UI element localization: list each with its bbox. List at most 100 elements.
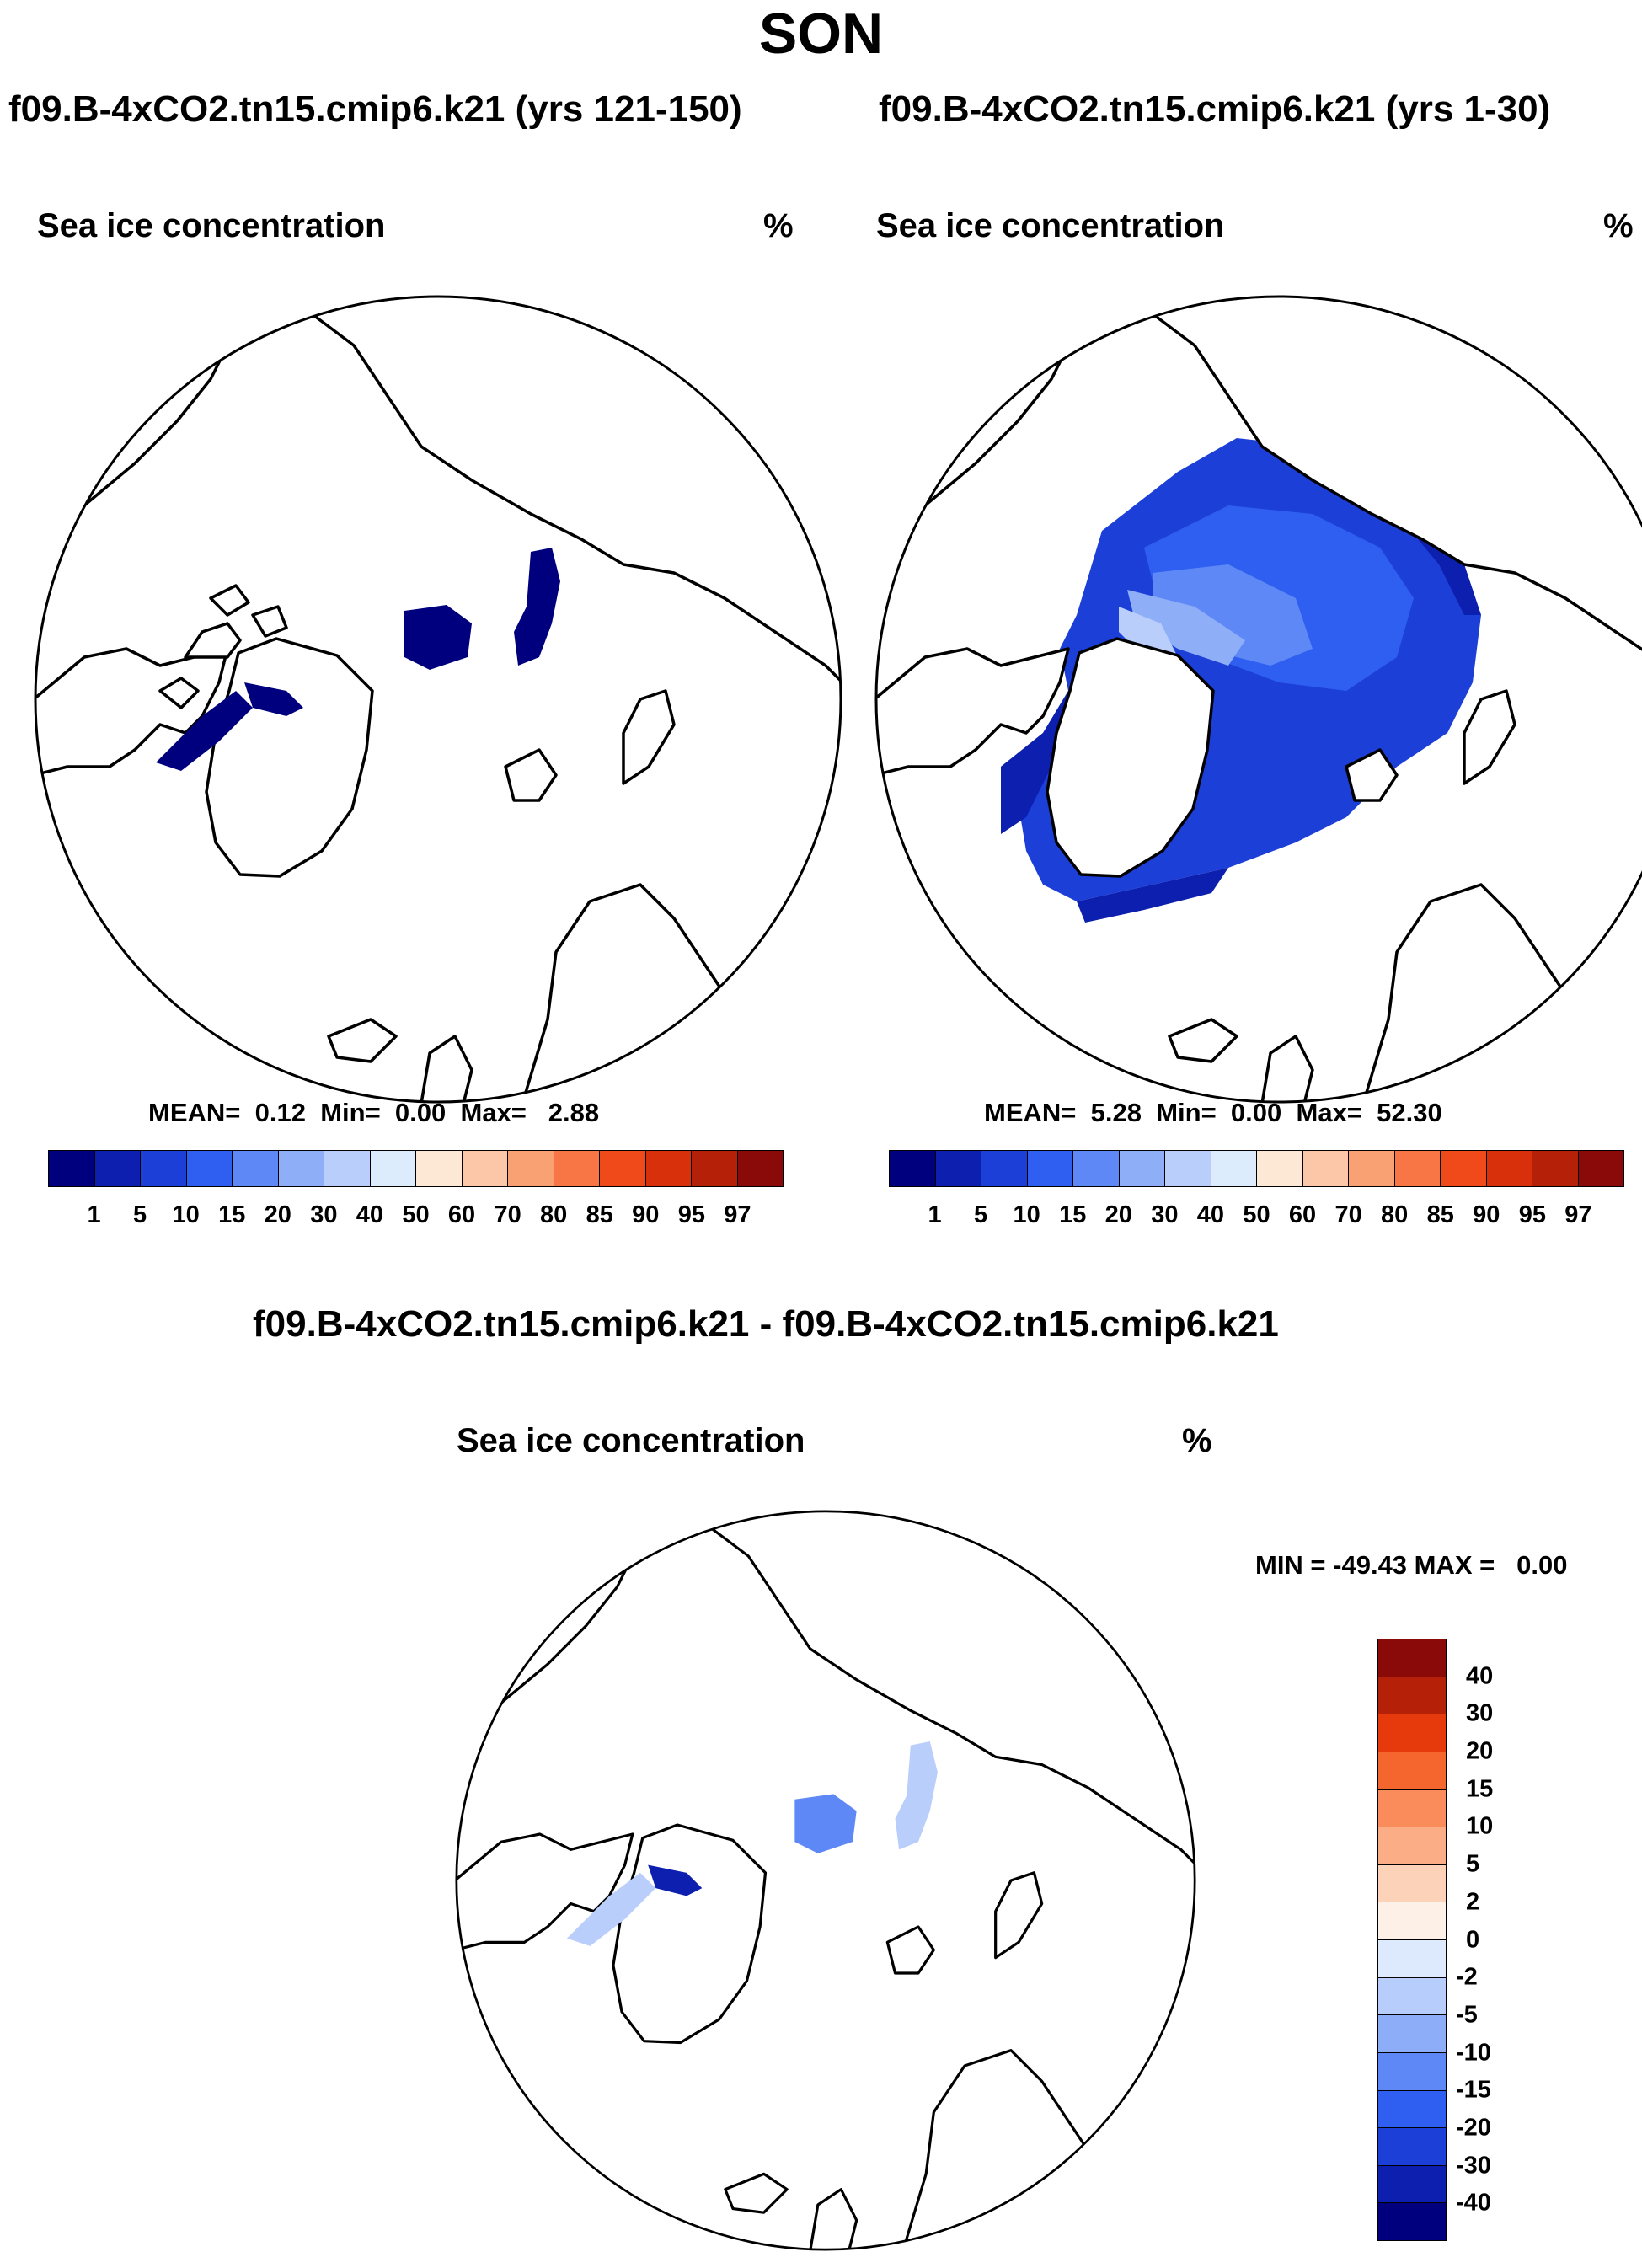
panel2-colorbar-swatch [1119,1151,1165,1186]
iceland-outline [724,2172,789,2214]
diff-colorbar-tick-label: -5 [1456,2001,1478,2029]
novaya-zemlya-outline [1463,689,1516,785]
panel2-colorbar-tick-label: 85 [1426,1201,1454,1228]
panel2-colorbar-tick-label: 10 [1013,1201,1040,1228]
panel2-colorbar-tick-label: 50 [1243,1201,1270,1228]
diff-central-patch [794,1794,857,1853]
diff-baffin [566,1872,656,1946]
panel2-colorbar-tick-label: 40 [1196,1201,1225,1228]
panel1-colorbar-tick-label: 90 [632,1201,660,1228]
british-isles-outline [1260,1035,1314,1102]
panel2-colorbar-swatch [1578,1151,1623,1186]
panel2-map [874,295,1642,1104]
panel1-colorbar-swatch [692,1151,738,1186]
panel1-colorbar-tick-label: 85 [586,1201,613,1228]
panel2-colorbar-tick-label: 15 [1059,1201,1087,1228]
panel2-colorbar-swatch [1441,1151,1487,1186]
diff-title: f09.B-4xCO2.tn15.cmip6.k21 - f09.B-4xCO2… [253,1303,1279,1345]
svalbard-outline [1345,748,1399,802]
panel1-colorbar-swatch [324,1151,371,1186]
diff-siberia [895,1741,938,1850]
diff-colorbar-swatch [1378,1902,1446,1940]
panel2-colorbar-tick-label: 80 [1381,1201,1409,1228]
panel2-stats: MEAN= 5.28 Min= 0.00 Max= 52.30 [984,1098,1442,1127]
canada-coast [876,647,1070,777]
panel1-colorbar-tick-label: 10 [172,1201,200,1228]
diff-colorbar-tick-label: 40 [1466,1662,1494,1690]
diff-colorbar-swatch [1378,1827,1446,1865]
panel2-colorbar-tick-label: 60 [1288,1201,1317,1228]
panel1-colorbar-swatch [278,1151,324,1186]
panel2-variable-label: Sea ice concentration [876,207,1225,244]
diff-colorbar-swatch [1378,1752,1446,1790]
panel2-colorbar-ticks: 1 5 10 15 20 30 40 50 60 70 80 85 90 95 97 [889,1201,1624,1228]
diff-colorbar-tick-label: -20 [1456,2114,1491,2142]
panel2-colorbar-tick-label: 70 [1334,1201,1362,1228]
panel1-colorbar [48,1150,784,1187]
panel2-colorbar-swatch [1486,1151,1532,1186]
diff-colorbar-tick-label: 2 [1466,1888,1480,1916]
panel1-colorbar-swatch [600,1151,646,1186]
panel1-colorbar-tick-label: 80 [540,1201,568,1228]
panel1-colorbar-tick-label: 95 [677,1201,706,1228]
diff-colorbar-ticks: 40 30 20 15 10 5 2 0 -2 -5 -10 -15 -20 -30 -40 [1456,1639,1567,2241]
diff-colorbar-tick-label: 0 [1466,1926,1480,1953]
panel2-units-label: % [1603,207,1634,244]
diff-colorbar-swatch [1378,2128,1446,2166]
panel2-colorbar-swatch [890,1151,936,1186]
panel1-ice-siberia [514,548,560,666]
panel2-colorbar-swatch [1165,1151,1211,1186]
diff-colorbar-swatch [1378,1977,1446,2016]
panel1-colorbar-tick-label: 60 [447,1201,476,1228]
diff-colorbar-tick-label: -2 [1456,1963,1478,1991]
panel2-colorbar-swatch [1257,1151,1303,1186]
canada-coast [456,1832,634,1952]
panel1-colorbar-swatch [508,1151,554,1186]
panel1-colorbar-swatch [370,1151,416,1186]
panel2-colorbar-swatch [1394,1151,1441,1186]
panel2-colorbar-tick-label: 5 [974,1201,988,1228]
panel2-colorbar-swatch [1073,1151,1120,1186]
greenland-outline [1046,637,1215,878]
diff-colorbar-swatch [1378,2203,1446,2240]
diff-colorbar-tick-label: 15 [1466,1775,1494,1803]
diff-colorbar-tick-label: 10 [1466,1812,1494,1840]
panel1-colorbar-tick-label: 15 [218,1201,246,1228]
diff-colorbar-tick-label: 30 [1466,1699,1494,1727]
panel2-colorbar-tick-label: 1 [928,1201,942,1228]
diff-colorbar-swatch [1378,2165,1446,2204]
panel2-ice-lightest [1127,590,1245,666]
panel1-colorbar-swatch [462,1151,508,1186]
svalbard-outline [504,748,558,802]
panel2-colorbar-swatch [1302,1151,1349,1186]
panel2-title: f09.B-4xCO2.tn15.cmip6.k21 (yrs 1-30) [879,88,1551,130]
diff-colorbar-tick-label: 20 [1466,1737,1494,1765]
panel1-ice-central [404,605,472,670]
svalbard-outline [885,1925,935,1975]
diff-colorbar-swatch [1378,1639,1446,1677]
diff-units-label: % [1182,1422,1212,1459]
diff-colorbar-swatch [1378,1789,1446,1828]
novaya-zemlya-outline [622,689,676,785]
panel1-stats: MEAN= 0.12 Min= 0.00 Max= 2.88 [148,1098,600,1127]
british-isles-outline [420,1035,473,1102]
panel1-ice-baffin [156,691,253,771]
panel1-colorbar-swatch [94,1151,141,1186]
panel1-ice-nares [244,682,303,716]
diff-colorbar-tick-label: -10 [1456,2039,1491,2067]
panel1-map [34,295,842,1104]
canadian-archipelago [158,584,288,709]
diff-minmax: MIN = -49.43 MAX = 0.00 [1255,1550,1568,1580]
diff-colorbar-swatch [1378,2090,1446,2129]
diff-colorbar-swatch [1378,1677,1446,1715]
panel1-units-label: % [763,207,794,244]
panel2-colorbar-swatch [935,1151,981,1186]
figure-title: SON [758,2,884,66]
panel2-colorbar-swatch [1211,1151,1257,1186]
panel1-title: f09.B-4xCO2.tn15.cmip6.k21 (yrs 121-150) [8,88,742,130]
panel1-colorbar-swatch [49,1151,95,1186]
panel1-colorbar-tick-label: 1 [87,1201,101,1228]
panel2-colorbar-swatch [1027,1151,1073,1186]
panel1-colorbar-tick-label: 50 [402,1201,430,1228]
diff-nares [648,1864,703,1896]
